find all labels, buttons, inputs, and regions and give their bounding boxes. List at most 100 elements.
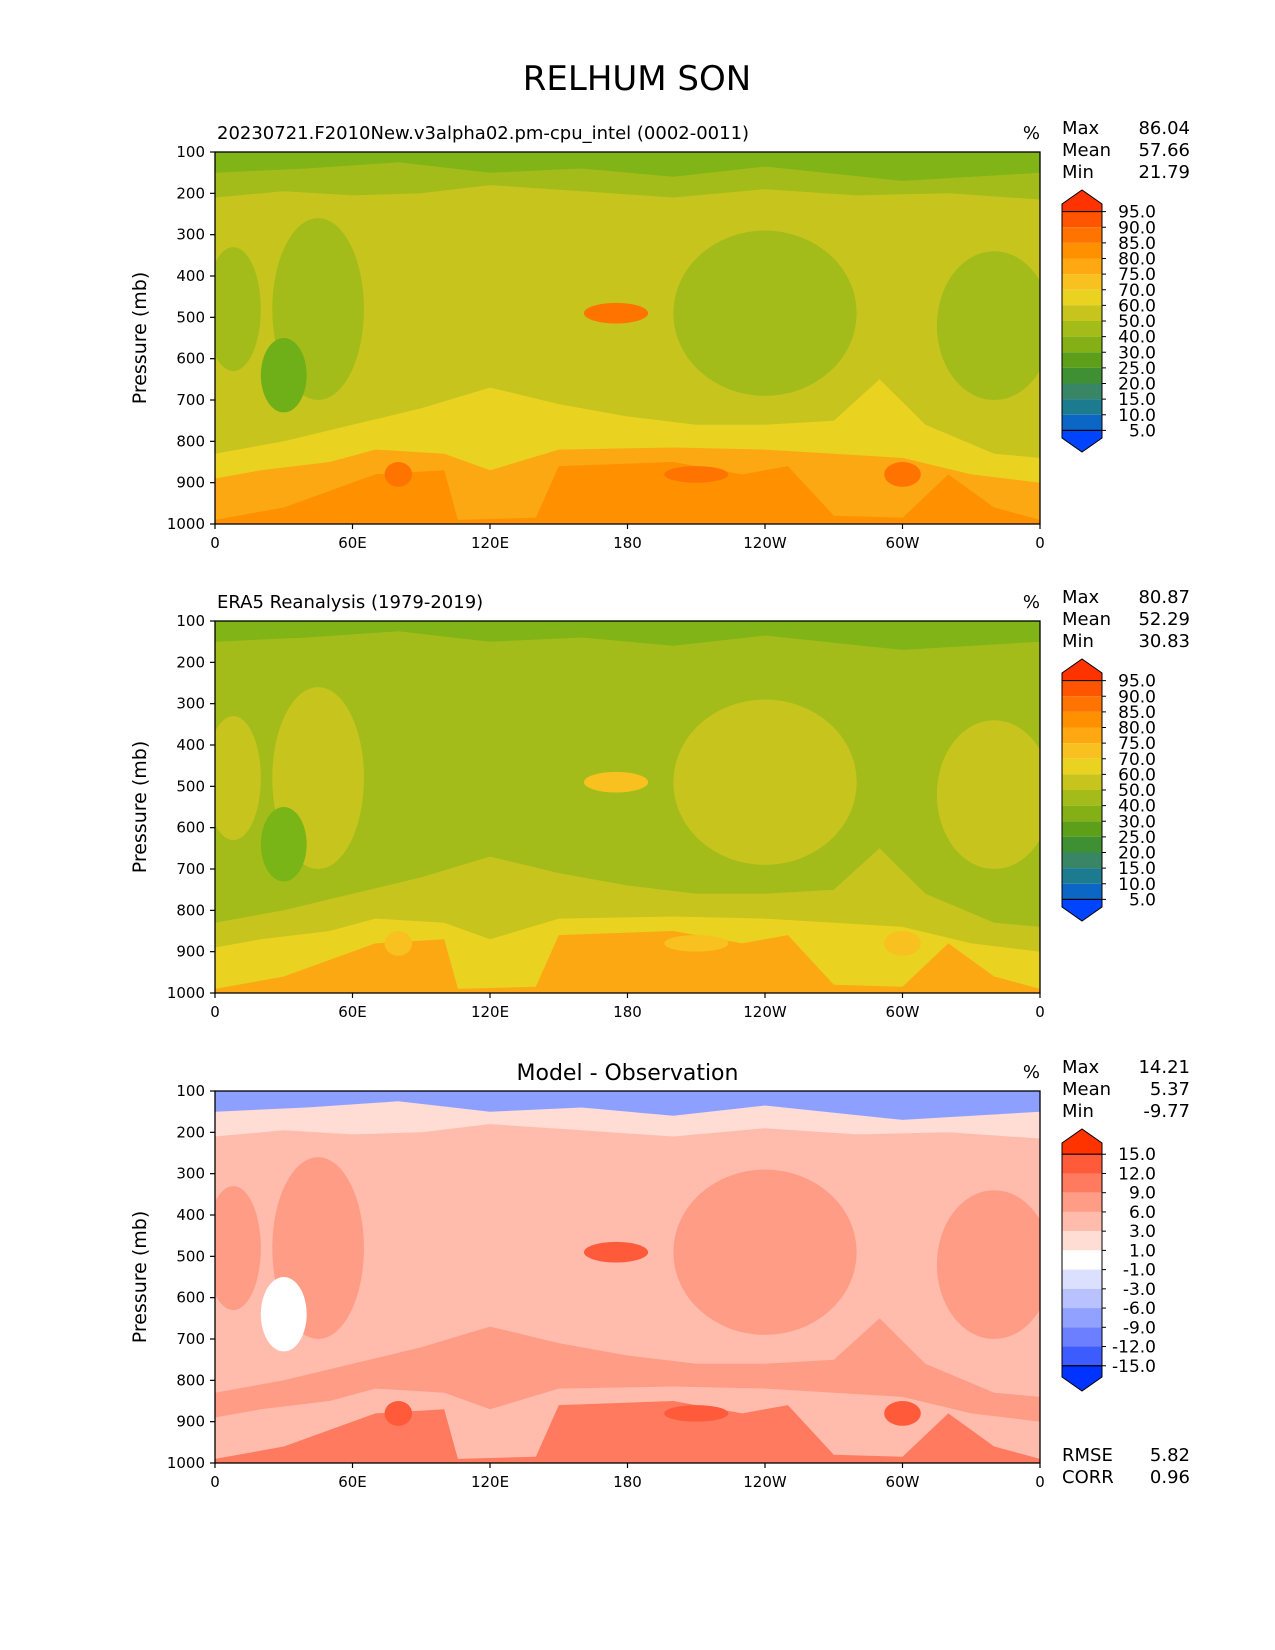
colorbar-cell xyxy=(1062,399,1102,415)
x-tick-label: 120W xyxy=(743,1473,787,1491)
colorbar-label: 40.0 xyxy=(1118,797,1156,817)
field-band xyxy=(215,931,1040,993)
field-band xyxy=(215,1401,1040,1463)
colorbar-label: 5.0 xyxy=(1129,421,1156,441)
colorbar-label: 6.0 xyxy=(1129,1203,1156,1223)
colorbar-label: 20.0 xyxy=(1118,375,1156,395)
y-tick-label: 800 xyxy=(176,901,205,919)
colorbar-cell xyxy=(1062,1288,1102,1309)
colorbar-cell xyxy=(1062,305,1102,321)
colorbar-cell xyxy=(1062,696,1102,712)
colorbar-cell xyxy=(1061,1365,1103,1392)
colorbar-label: 90.0 xyxy=(1118,687,1156,707)
colorbar-cell xyxy=(1062,1269,1102,1289)
y-tick-label: 700 xyxy=(176,1330,205,1348)
colorbar-cell xyxy=(1062,1327,1102,1347)
panel-3: 100 200 300 400 500 600 700 800 900 1000 0 60E 120E 1… xyxy=(129,1057,1190,1491)
y-tick-label: 100 xyxy=(176,143,205,161)
colorbar-label: 70.0 xyxy=(1118,281,1156,301)
y-tick-label: 200 xyxy=(176,653,205,671)
colorbar-label: -6.0 xyxy=(1123,1299,1156,1319)
colorbar-cell xyxy=(1062,289,1102,306)
colorbar-label: 1.0 xyxy=(1129,1241,1156,1261)
colorbar-cell xyxy=(1062,321,1102,337)
field-extreme xyxy=(583,1241,649,1263)
colorbar-label: 40.0 xyxy=(1118,328,1156,348)
colorbar-label: 95.0 xyxy=(1118,203,1156,223)
field-extreme xyxy=(664,466,729,483)
colorbar-cell xyxy=(1062,790,1102,806)
colorbar-label: 9.0 xyxy=(1129,1184,1156,1204)
units-label: % xyxy=(1023,592,1040,613)
colorbar-cell xyxy=(1062,258,1102,275)
colorbar-label: 95.0 xyxy=(1118,672,1156,692)
colorbar-cell xyxy=(1062,242,1102,259)
field-band xyxy=(215,716,261,841)
colorbar-cell xyxy=(1061,429,1103,453)
field-extreme xyxy=(260,807,307,882)
colorbar-cell xyxy=(1062,883,1102,900)
x-tick-label: 60E xyxy=(338,1003,367,1021)
colorbar-label: 10.0 xyxy=(1118,875,1156,895)
x-tick-label: 120E xyxy=(471,1473,509,1491)
x-tick-label: 0 xyxy=(1035,534,1045,552)
panel-title: Model - Observation xyxy=(517,1061,739,1086)
y-tick-label: 400 xyxy=(176,736,205,754)
x-tick-label: 0 xyxy=(210,1003,220,1021)
colorbar-label: 85.0 xyxy=(1118,703,1156,723)
field-band xyxy=(215,462,1040,524)
units-label: % xyxy=(1023,123,1040,144)
field-band xyxy=(936,1190,1040,1339)
field-band xyxy=(215,152,1040,181)
y-tick-label: 800 xyxy=(176,1371,205,1389)
field-band xyxy=(673,1169,857,1335)
field-extreme xyxy=(664,1405,729,1422)
colorbar-frame xyxy=(1061,1153,1103,1367)
field-band xyxy=(215,1091,1040,1120)
y-axis-label: Pressure (mb) xyxy=(129,741,151,874)
colorbar-cell xyxy=(1062,852,1102,869)
stat-value: -9.77 xyxy=(1143,1101,1190,1122)
stat-value: 14.21 xyxy=(1138,1057,1190,1078)
y-axis-label: Pressure (mb) xyxy=(129,272,151,405)
colorbar-label: 5.0 xyxy=(1129,890,1156,910)
field-1 xyxy=(215,152,1040,524)
x-tick-label: 120E xyxy=(471,1003,509,1021)
colorbar-cell xyxy=(1062,727,1102,744)
colorbar-label: 15.0 xyxy=(1118,390,1156,410)
colorbar-label: 50.0 xyxy=(1118,781,1156,801)
y-tick-label: 100 xyxy=(176,1082,205,1100)
y-tick-label: 1000 xyxy=(167,984,205,1002)
x-tick-label: 120E xyxy=(471,534,509,552)
y-tick-label: 500 xyxy=(176,777,205,795)
colorbar-cell xyxy=(1062,680,1102,697)
colorbar-cell xyxy=(1062,836,1102,853)
y-tick-label: 300 xyxy=(176,226,205,244)
stat-value: 21.79 xyxy=(1138,162,1190,183)
colorbar-label: 70.0 xyxy=(1118,750,1156,770)
colorbar-cell xyxy=(1061,1128,1103,1155)
colorbar-cell xyxy=(1062,211,1102,228)
x-tick-label: 0 xyxy=(1035,1473,1045,1491)
field-band xyxy=(936,251,1040,400)
colorbar-cell xyxy=(1062,1211,1102,1232)
y-tick-label: 700 xyxy=(176,860,205,878)
x-tick-label: 120W xyxy=(743,1003,787,1021)
colorbar-label: 12.0 xyxy=(1118,1164,1156,1184)
units-label: % xyxy=(1023,1062,1040,1083)
colorbar-cell xyxy=(1062,743,1102,759)
stat-label: Min xyxy=(1062,162,1094,183)
y-tick-label: 200 xyxy=(176,184,205,202)
colorbar-cell xyxy=(1062,805,1102,822)
stat-label: Mean xyxy=(1062,140,1111,161)
y-tick-label: 300 xyxy=(176,1165,205,1183)
y-tick-label: 400 xyxy=(176,267,205,285)
colorbar-cell xyxy=(1062,711,1102,728)
panel-1: 100 200 300 400 500 600 700 800 900 1000 0 60E 120E 1… xyxy=(129,118,1190,552)
field-extreme xyxy=(260,1277,307,1352)
colorbar-label: 3.0 xyxy=(1129,1222,1156,1242)
colorbar-cell xyxy=(1062,774,1102,790)
field-band xyxy=(215,621,1040,650)
y-tick-label: 1000 xyxy=(167,1454,205,1472)
